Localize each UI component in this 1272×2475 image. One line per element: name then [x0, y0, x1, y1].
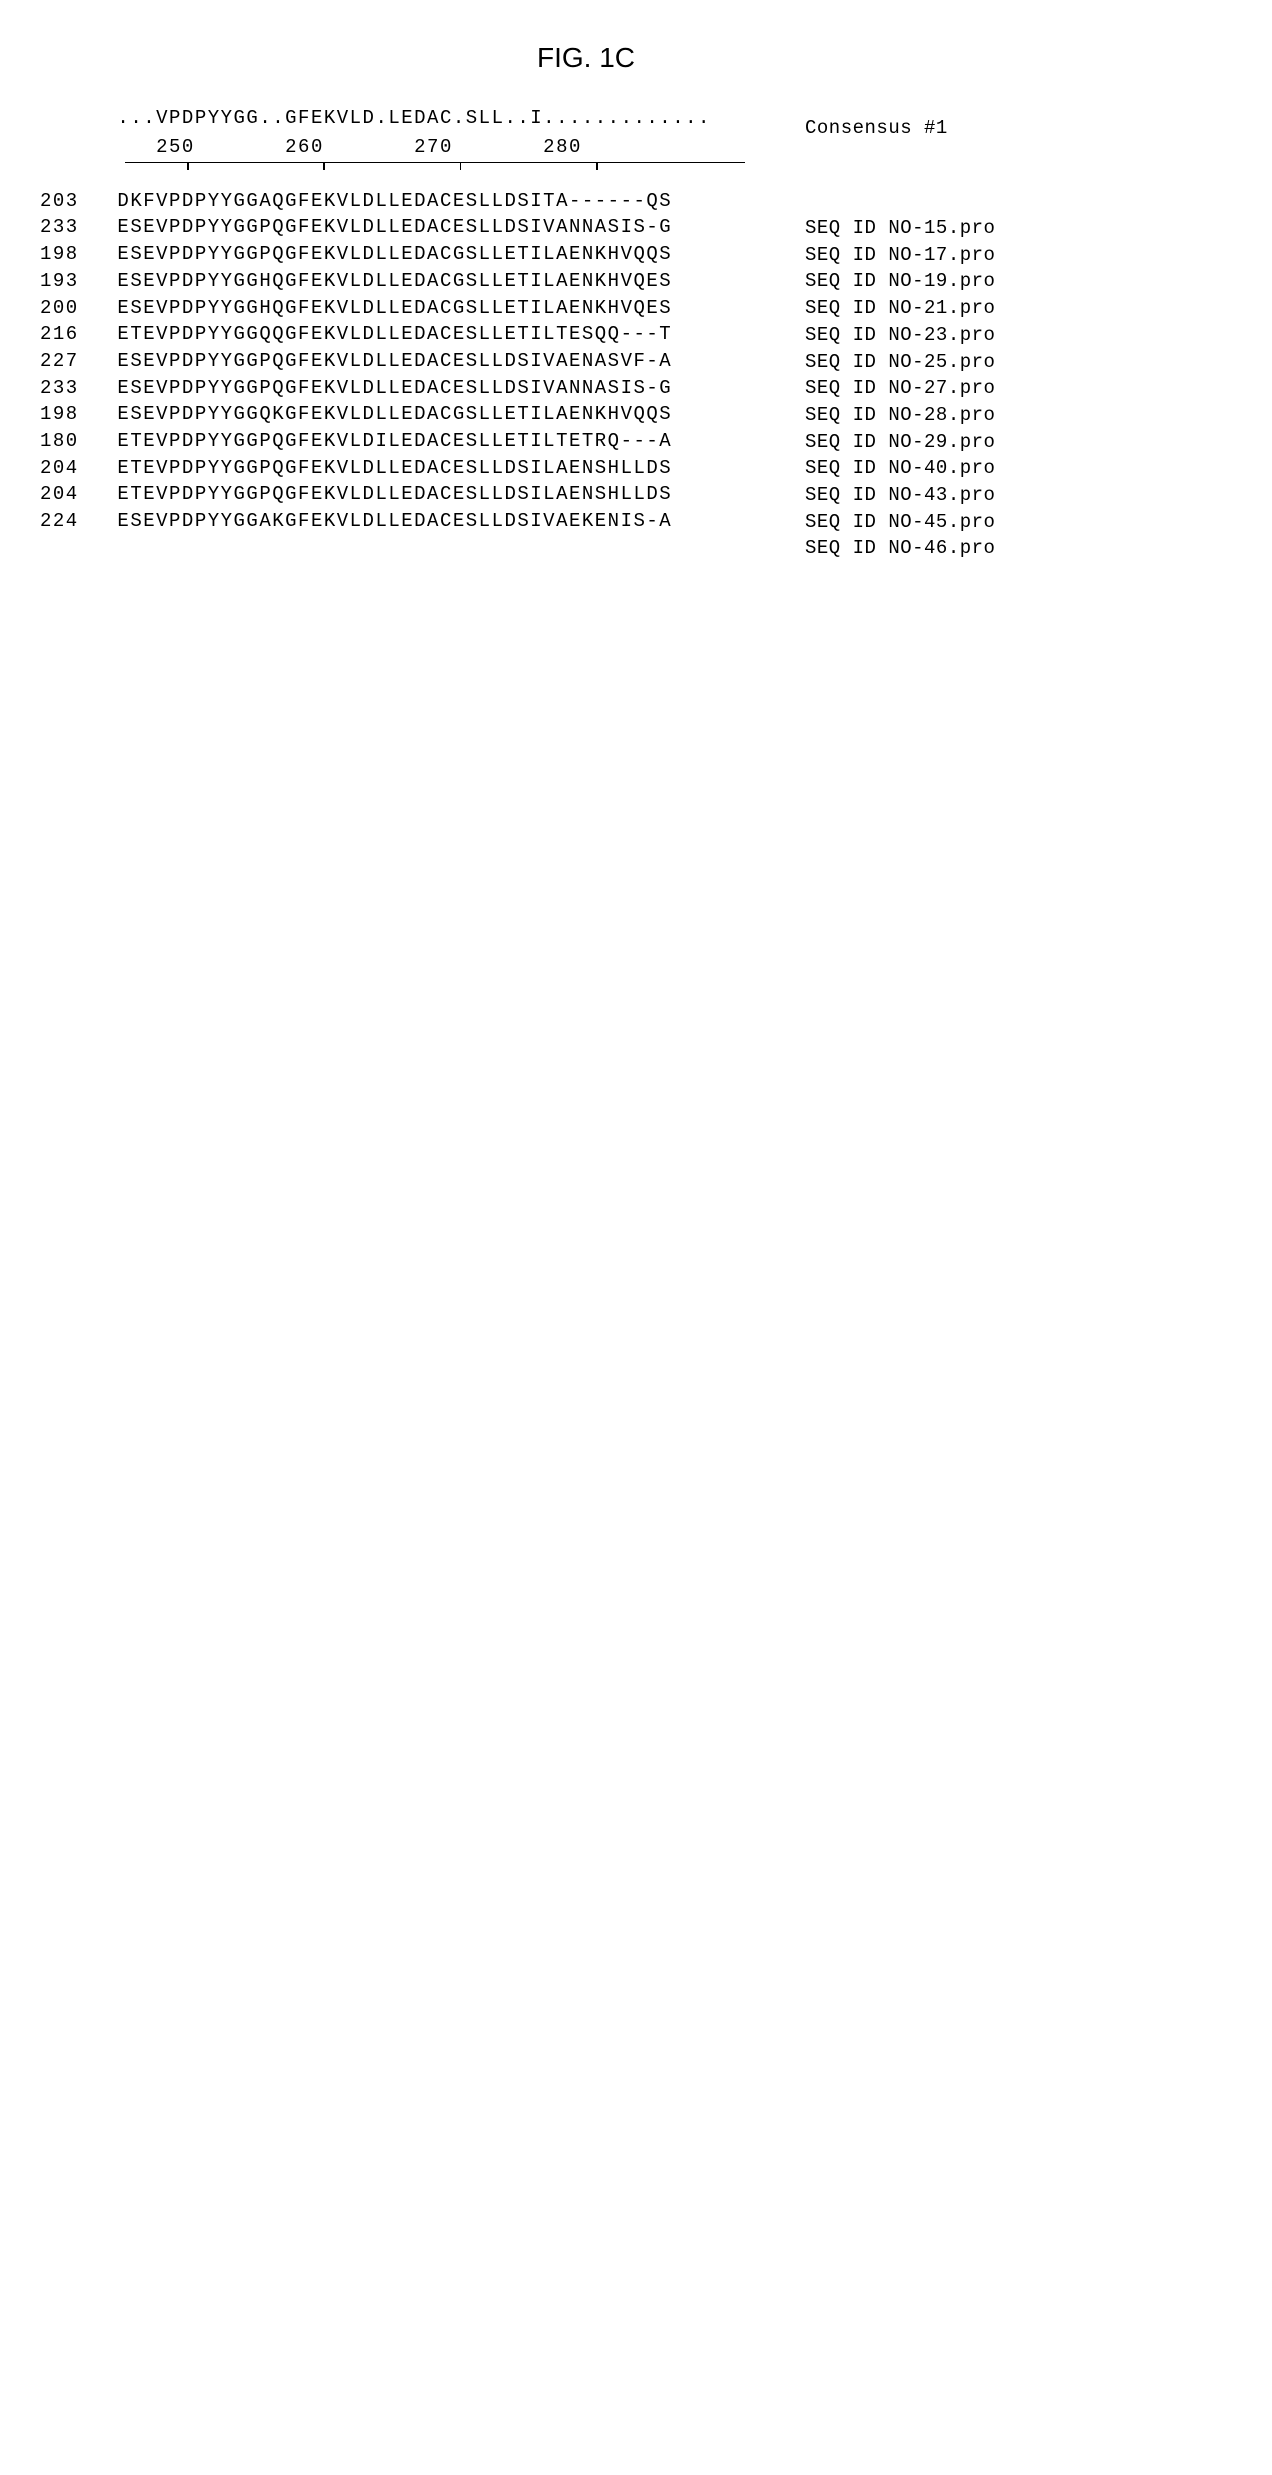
sequence-row: 216 ETEVPDPYYGGQQGFEKVLDLLEDACESLLETILTE… [40, 322, 745, 347]
sequence-label: SEQ ID NO-27.pro [805, 376, 995, 401]
sequence-row: 198 ESEVPDPYYGGQKGFEKVLDLLEDACGSLLETILAE… [40, 402, 745, 427]
sequence-label: SEQ ID NO-15.pro [805, 216, 995, 241]
sequence-row: 203 DKFVPDPYYGGAQGFEKVLDLLEDACESLLDSITA-… [40, 189, 745, 214]
sequence-row: 204 ETEVPDPYYGGPQGFEKVLDLLEDACESLLDSILAE… [40, 456, 745, 481]
sequence-label: SEQ ID NO-40.pro [805, 456, 995, 481]
sequence-label: SEQ ID NO-28.pro [805, 403, 995, 428]
label-rows: SEQ ID NO-15.proSEQ ID NO-17.proSEQ ID N… [805, 216, 995, 561]
sequence-row: 233 ESEVPDPYYGGPQGFEKVLDLLEDACESLLDSIVAN… [40, 215, 745, 240]
sequence-label: SEQ ID NO-23.pro [805, 323, 995, 348]
sequence-row: 198 ESEVPDPYYGGPQGFEKVLDLLEDACGSLLETILAE… [40, 242, 745, 267]
ruler-line [125, 162, 745, 171]
ruler-tick [460, 162, 462, 170]
ruler-tick [323, 162, 325, 170]
sequence-label: SEQ ID NO-21.pro [805, 296, 995, 321]
consensus-pattern: ...VPDPYYGG..GFEKVLD.LEDAC.SLL..I.......… [40, 106, 745, 131]
sequence-label: SEQ ID NO-45.pro [805, 510, 995, 535]
consensus-label: Consensus #1 [805, 116, 995, 141]
left-column: ...VPDPYYGG..GFEKVLD.LEDAC.SLL..I.......… [40, 106, 745, 535]
right-column: Consensus #1 SEQ ID NO-15.proSEQ ID NO-1… [805, 106, 995, 563]
sequence-rows: 203 DKFVPDPYYGGAQGFEKVLDLLEDACESLLDSITA-… [40, 189, 745, 534]
sequence-row: 233 ESEVPDPYYGGPQGFEKVLDLLEDACESLLDSIVAN… [40, 376, 745, 401]
sequence-label: SEQ ID NO-43.pro [805, 483, 995, 508]
ruler: 250 260 270 280 [40, 135, 745, 171]
ruler-numbers: 250 260 270 280 [40, 135, 745, 160]
sequence-row: 193 ESEVPDPYYGGHQGFEKVLDLLEDACGSLLETILAE… [40, 269, 745, 294]
sequence-row: 227 ESEVPDPYYGGPQGFEKVLDLLEDACESLLDSIVAE… [40, 349, 745, 374]
sequence-label: SEQ ID NO-29.pro [805, 430, 995, 455]
sequence-label: SEQ ID NO-25.pro [805, 350, 995, 375]
sequence-row: 200 ESEVPDPYYGGHQGFEKVLDLLEDACGSLLETILAE… [40, 296, 745, 321]
sequence-label: SEQ ID NO-19.pro [805, 269, 995, 294]
ruler-tick [187, 162, 189, 170]
sequence-row: 224 ESEVPDPYYGGAKGFEKVLDLLEDACESLLDSIVAE… [40, 509, 745, 534]
figure-label: FIG. 1C [0, 40, 1232, 76]
alignment-container: ...VPDPYYGG..GFEKVLD.LEDAC.SLL..I.......… [40, 106, 1232, 563]
sequence-label: SEQ ID NO-46.pro [805, 536, 995, 561]
sequence-row: 180 ETEVPDPYYGGPQGFEKVLDILEDACESLLETILTE… [40, 429, 745, 454]
ruler-tick [596, 162, 598, 170]
sequence-label: SEQ ID NO-17.pro [805, 243, 995, 268]
sequence-row: 204 ETEVPDPYYGGPQGFEKVLDLLEDACESLLDSILAE… [40, 482, 745, 507]
